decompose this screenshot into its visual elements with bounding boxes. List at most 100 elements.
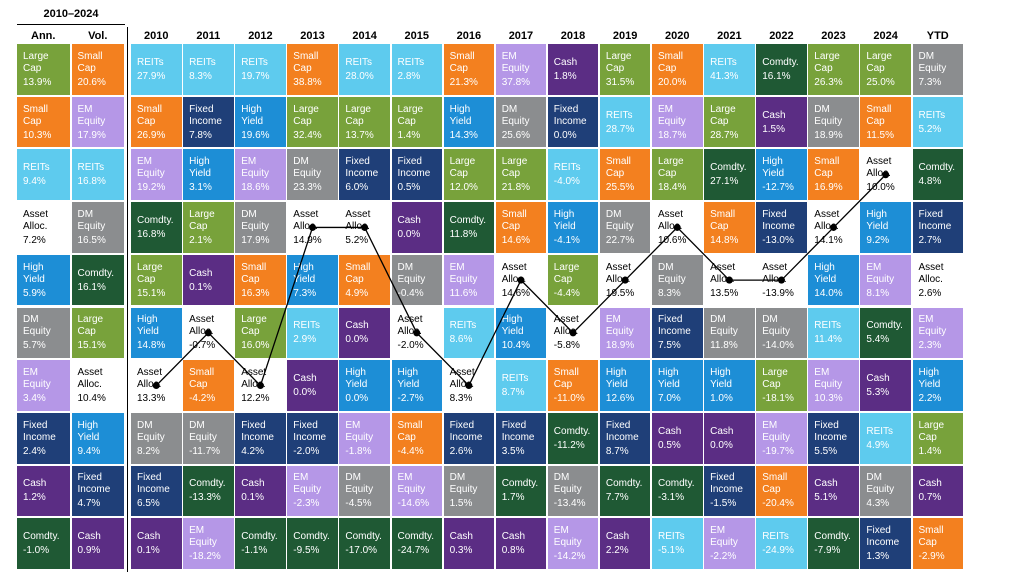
asset-label: High Yield bbox=[77, 419, 100, 443]
asset-cell: Small Cap 14.6% bbox=[495, 202, 547, 253]
asset-return: 11.8% bbox=[449, 228, 478, 240]
column-header: 2013 bbox=[300, 30, 325, 42]
asset-return: 19.6% bbox=[241, 129, 270, 141]
asset-cell: EM Equity 37.8% bbox=[495, 44, 547, 95]
asset-label: Comdty. bbox=[710, 162, 747, 174]
asset-label: REITs bbox=[23, 162, 50, 174]
asset-return: 8.2% bbox=[137, 445, 160, 457]
asset-cell: DM Equity 7.3% bbox=[912, 44, 963, 95]
asset-return: -2.3% bbox=[293, 498, 320, 510]
asset-label: Fixed Income bbox=[345, 156, 379, 180]
asset-return: 18.9% bbox=[814, 129, 843, 141]
asset-cell: Large Cap 15.1% bbox=[131, 254, 182, 306]
asset-cell: EM Equity 11.6% bbox=[443, 254, 495, 306]
asset-return: 8.3% bbox=[658, 287, 681, 299]
asset-label: DM Equity bbox=[710, 314, 738, 338]
asset-label: DM Equity bbox=[189, 419, 217, 443]
asset-cell: Comdty. 27.1% bbox=[704, 149, 755, 201]
asset-return: 9.4% bbox=[23, 176, 46, 188]
asset-cell: Small Cap -20.4% bbox=[756, 465, 807, 517]
asset-return: 23.3% bbox=[293, 182, 322, 194]
asset-label: Cash bbox=[866, 373, 890, 385]
asset-return: 8.3% bbox=[189, 70, 212, 82]
asset-return: 11.6% bbox=[449, 287, 478, 299]
asset-label: Cash bbox=[137, 531, 161, 543]
asset-cell: Comdty. 1.7% bbox=[495, 465, 547, 517]
asset-label: Large Cap bbox=[23, 50, 49, 74]
asset-cell: Cash 1.5% bbox=[756, 96, 807, 148]
asset-cell: DM Equity 11.8% bbox=[704, 307, 755, 359]
asset-label: EM Equity bbox=[189, 525, 217, 549]
column-header: 2017 bbox=[508, 30, 534, 42]
asset-cell: Cash 0.3% bbox=[443, 518, 495, 569]
asset-cell: Small Cap 4.9% bbox=[339, 254, 390, 306]
asset-return: 0.9% bbox=[77, 545, 101, 557]
asset-label: Large Cap bbox=[189, 208, 215, 232]
asset-return: -20.4% bbox=[762, 498, 794, 510]
asset-label: Asset Alloc. bbox=[23, 208, 49, 232]
asset-return: 7.0% bbox=[658, 393, 681, 405]
asset-cell: DM Equity 8.3% bbox=[652, 254, 703, 306]
asset-cell: Fixed Income 6.5% bbox=[131, 465, 182, 517]
asset-return: 10.6% bbox=[658, 234, 687, 246]
asset-label: REITs bbox=[293, 320, 320, 332]
asset-return: 9.4% bbox=[77, 445, 101, 457]
asset-return: 14.9% bbox=[293, 234, 322, 246]
asset-return: 11.8% bbox=[710, 340, 738, 352]
asset-return: 0.1% bbox=[241, 492, 264, 504]
asset-cell: Comdty. -13.3% bbox=[183, 465, 234, 517]
asset-cell: EM Equity -18.2% bbox=[183, 518, 234, 569]
asset-return: 2.2% bbox=[605, 545, 629, 557]
asset-label: REITs bbox=[866, 425, 894, 437]
asset-cell: Fixed Income -1.5% bbox=[704, 465, 755, 517]
asset-cell: DM Equity -11.7% bbox=[183, 412, 234, 464]
asset-return: 2.6% bbox=[449, 445, 473, 457]
asset-label: Fixed Income bbox=[658, 314, 691, 338]
asset-label: Small Cap bbox=[189, 367, 215, 391]
asset-cell: Cash 0.0% bbox=[391, 202, 442, 253]
asset-return: 8.1% bbox=[866, 287, 890, 299]
asset-return: 28.7% bbox=[605, 123, 635, 135]
asset-cell: Large Cap 18.4% bbox=[652, 149, 703, 201]
asset-return: -4.4% bbox=[553, 287, 580, 299]
asset-return: 0.0% bbox=[710, 439, 733, 451]
column-header: YTD bbox=[926, 30, 949, 42]
asset-label: REITs bbox=[189, 56, 216, 68]
asset-return: 1.3% bbox=[866, 551, 890, 563]
asset-return: 16.3% bbox=[241, 287, 270, 299]
asset-cell: EM Equity 10.3% bbox=[808, 360, 859, 411]
asset-cell: REITs 8.6% bbox=[443, 307, 495, 359]
asset-cell: Cash 1.2% bbox=[17, 465, 70, 517]
asset-cell: REITs 28.7% bbox=[599, 96, 651, 148]
asset-cell: High Yield 9.2% bbox=[860, 202, 911, 253]
asset-label: EM Equity bbox=[23, 367, 51, 391]
asset-return: 0.0% bbox=[345, 393, 369, 405]
asset-label: Large Cap bbox=[293, 103, 319, 127]
asset-return: -2.0% bbox=[293, 445, 320, 457]
asset-label: Fixed Income bbox=[241, 419, 274, 443]
asset-cell: REITs 41.3% bbox=[704, 44, 755, 95]
column-header: 2019 bbox=[612, 30, 638, 42]
asset-cell: Large Cap -18.1% bbox=[756, 360, 807, 411]
asset-cell: DM Equity 8.2% bbox=[131, 412, 182, 464]
asset-return: 16.8% bbox=[137, 228, 166, 240]
asset-return: 13.9% bbox=[23, 76, 52, 88]
asset-return: 3.4% bbox=[23, 393, 46, 405]
asset-cell: REITs 27.9% bbox=[131, 44, 182, 95]
asset-cell: High Yield 2.2% bbox=[912, 360, 963, 411]
asset-cell: Cash 0.7% bbox=[912, 465, 963, 517]
asset-label: Asset Alloc. bbox=[397, 314, 423, 338]
asset-cell: Small Cap 16.9% bbox=[808, 149, 859, 201]
asset-label: Comdty. bbox=[397, 531, 435, 543]
asset-label: Large Cap bbox=[658, 156, 684, 180]
asset-return: -4.2% bbox=[189, 393, 216, 405]
asset-label: EM Equity bbox=[137, 156, 165, 180]
asset-cell: Small Cap -4.4% bbox=[391, 412, 442, 464]
asset-label: EM Equity bbox=[241, 156, 269, 180]
asset-cell: REITs 4.9% bbox=[860, 412, 911, 464]
asset-cell: Asset Alloc. 19.5% bbox=[599, 254, 651, 306]
asset-return: 28.0% bbox=[345, 70, 374, 82]
asset-cell: High Yield -2.7% bbox=[391, 360, 442, 411]
asset-label: DM Equity bbox=[866, 472, 895, 496]
asset-cell: High Yield 19.6% bbox=[235, 96, 286, 148]
